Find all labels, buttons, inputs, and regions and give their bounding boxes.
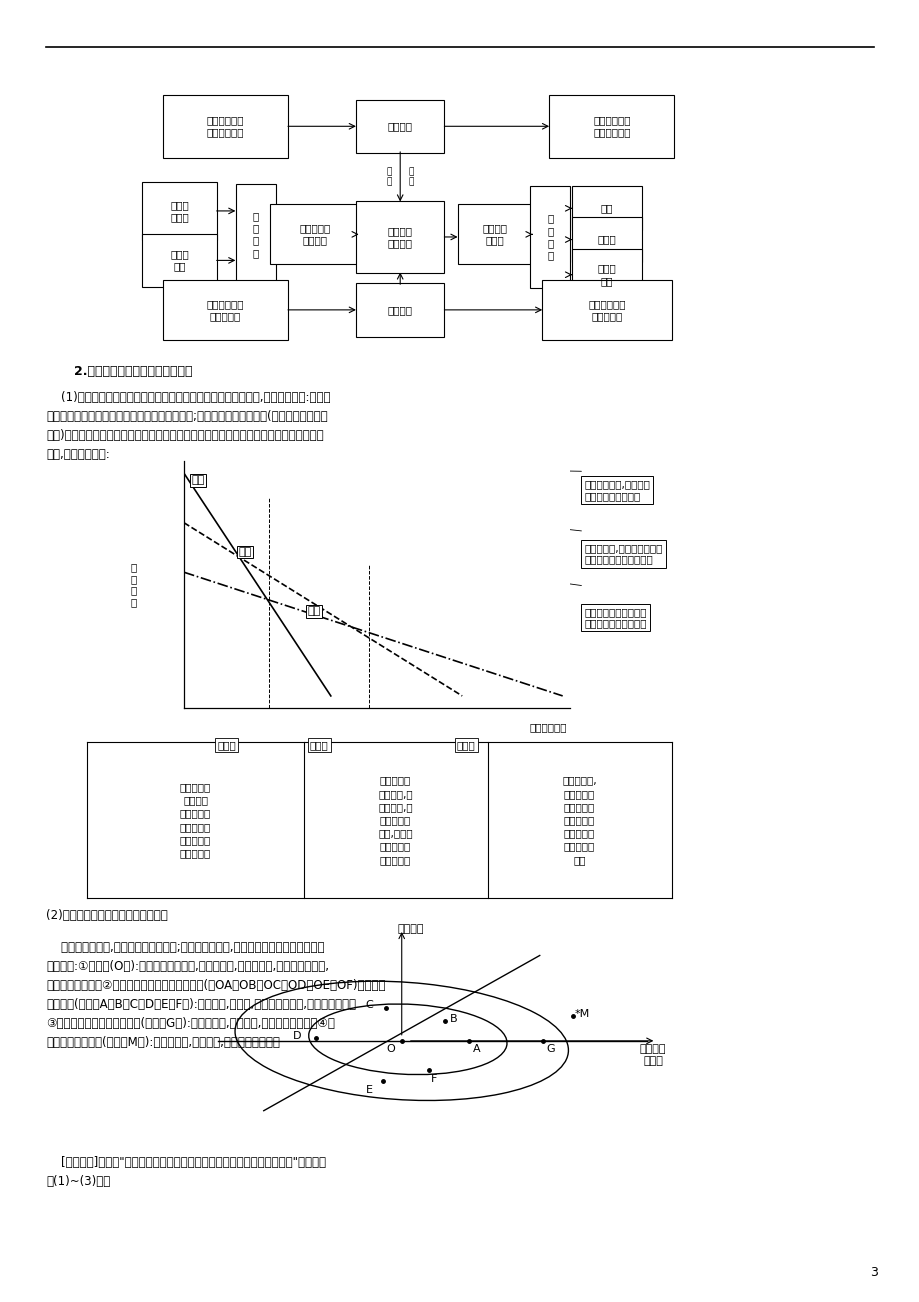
Text: 远离市中心,
商业、住宅
活动只愿意
支付很低租
金，只有工
业付出租金
最高: 远离市中心, 商业、住宅 活动只愿意 支付很低租 金，只有工 业付出租金 最高	[562, 776, 596, 865]
FancyBboxPatch shape	[356, 283, 444, 336]
FancyBboxPatch shape	[542, 280, 672, 340]
Text: 2.经济因素对城市功能分区的影响: 2.经济因素对城市功能分区的影响	[74, 365, 192, 378]
Text: (2)交通通达度与城市功能用地的关系: (2)交通通达度与城市功能用地的关系	[46, 909, 167, 922]
Text: 商业: 商业	[191, 475, 205, 486]
Text: C: C	[365, 1000, 373, 1010]
Text: B: B	[449, 1014, 457, 1025]
Text: 住宅: 住宅	[238, 547, 251, 557]
Text: 工业区: 工业区	[456, 740, 475, 750]
FancyBboxPatch shape	[235, 184, 276, 285]
Text: 收入: 收入	[600, 203, 613, 214]
FancyBboxPatch shape	[270, 204, 358, 264]
Text: 靠近市中心
占地面积
最小，接近
最大消费群
体，商业付
租能力最高: 靠近市中心 占地面积 最小，接近 最大消费群 体，商业付 租能力最高	[180, 783, 210, 858]
Text: 影响住宅
区分化: 影响住宅 区分化	[482, 223, 507, 246]
Text: [沙场点兵]下面是"我国某大城市各类土地利用付租能力随距离递减示意图"。读图完
成(1)~(3)题。: [沙场点兵]下面是"我国某大城市各类土地利用付租能力随距离递减示意图"。读图完 …	[46, 1156, 325, 1189]
Text: 3: 3	[869, 1266, 877, 1279]
Text: 知名度: 知名度	[597, 234, 616, 245]
FancyBboxPatch shape	[529, 186, 570, 288]
Text: 直线较平缓,住宅付租能力因
距市中心距离变大而减小: 直线较平缓,住宅付租能力因 距市中心距离变大而减小	[584, 543, 662, 565]
Text: 商业区: 商业区	[217, 740, 235, 750]
Text: 功能区分化
主要原因: 功能区分化 主要原因	[299, 223, 330, 246]
Text: 的距离: 的距离	[642, 1056, 663, 1066]
Text: 历史背景影响
城市功能分区: 历史背景影响 城市功能分区	[207, 115, 244, 138]
Text: 干预城市社会
经济的发展: 干预城市社会 经济的发展	[207, 298, 244, 322]
FancyBboxPatch shape	[163, 280, 288, 340]
Text: O: O	[386, 1044, 395, 1055]
Text: 直线斜率最大,距市中心
近远对商业影响最大: 直线斜率最大,距市中心 近远对商业影响最大	[584, 479, 650, 501]
Text: G: G	[546, 1044, 554, 1055]
FancyBboxPatch shape	[142, 233, 217, 286]
Text: 历史因素: 历史因素	[387, 121, 413, 132]
Text: F: F	[430, 1074, 437, 1083]
Text: 工业: 工业	[307, 607, 321, 616]
FancyBboxPatch shape	[356, 99, 444, 152]
FancyBboxPatch shape	[458, 204, 531, 264]
Text: 住宅区: 住宅区	[310, 740, 328, 750]
Text: 与市中心: 与市中心	[640, 1044, 665, 1053]
Text: 直线斜率最小距离市中
心远近对工业影响最小: 直线斜率最小距离市中 心远近对工业影响最小	[584, 607, 646, 629]
FancyBboxPatch shape	[356, 201, 444, 273]
FancyBboxPatch shape	[572, 249, 641, 299]
Text: E: E	[366, 1085, 372, 1095]
Text: 与市中心距离: 与市中心距离	[528, 723, 566, 733]
Text: 城市土地利用
随历史而变化: 城市土地利用 随历史而变化	[593, 115, 630, 138]
Text: 基
础: 基 础	[386, 167, 391, 186]
Text: 地租水平: 地租水平	[397, 924, 424, 934]
Text: 距市中
心远近: 距市中 心远近	[170, 199, 188, 223]
FancyBboxPatch shape	[163, 95, 288, 158]
Text: 引导或划定不
同的功能区: 引导或划定不 同的功能区	[588, 298, 625, 322]
Text: 地
租
水
平: 地 租 水 平	[130, 562, 137, 607]
FancyBboxPatch shape	[549, 95, 674, 158]
FancyBboxPatch shape	[572, 186, 641, 230]
Text: 社
会
因
素: 社 会 因 素	[547, 214, 552, 260]
Text: 种族、
宗教: 种族、 宗教	[597, 263, 616, 286]
Text: 交通通达度越好,土地价格、地租越高;交通通达度越差,土地价格、地租越低。具体如
上图所示:①市中心(O处):因有多条道路穿过,通达度最高,故地租最高,形成地租最: 交通通达度越好,土地价格、地租越高;交通通达度越差,土地价格、地租越低。具体如 …	[46, 941, 385, 1049]
Text: 靠近商业区
和工业区,既
方便购物,又
方便工人上
下班,而且住
宅付租能力
在此段最高: 靠近商业区 和工业区,既 方便购物,又 方便工人上 下班,而且住 宅付租能力 在…	[378, 776, 413, 865]
Text: (1)经济因素是市场经济条件下影响城市功能区形成的主要因素,原因有两方面:一是由
于地理位置、交通通达度的不同造成了地租差异;二是城市各项功能活动(如商业、工业: (1)经济因素是市场经济条件下影响城市功能区形成的主要因素,原因有两方面:一是由…	[46, 391, 330, 461]
Text: 行政因素: 行政因素	[387, 305, 413, 315]
Text: 经
济
因
素: 经 济 因 素	[253, 211, 258, 258]
FancyBboxPatch shape	[142, 182, 217, 240]
Text: 交通通
达度: 交通通 达度	[170, 249, 188, 272]
Text: *M: *M	[574, 1009, 590, 1019]
Text: 城市功能
分区成因: 城市功能 分区成因	[387, 225, 413, 249]
FancyBboxPatch shape	[572, 217, 641, 262]
Text: A: A	[472, 1044, 480, 1055]
Text: D: D	[293, 1031, 301, 1042]
Text: 形
成: 形 成	[408, 167, 414, 186]
